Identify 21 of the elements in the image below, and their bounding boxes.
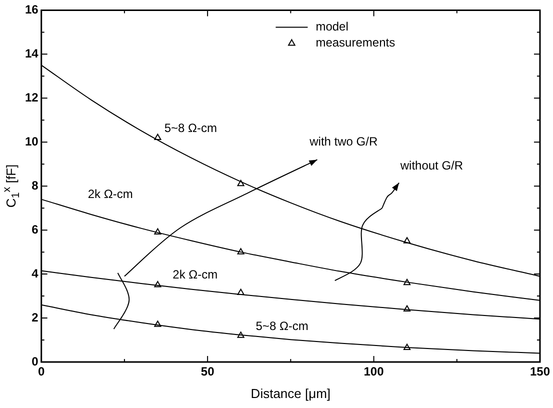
y-tick-label: 12 bbox=[24, 90, 39, 104]
x-axis-title: Distance [μm] bbox=[250, 386, 331, 401]
legend-label: model bbox=[316, 20, 348, 34]
x-tick-label: 150 bbox=[530, 364, 550, 379]
annotation: 2k Ω-cm bbox=[88, 187, 133, 202]
y-tick-label: 0 bbox=[32, 354, 39, 368]
y-tick-label: 14 bbox=[24, 46, 39, 60]
annotation: with two G/R bbox=[308, 134, 378, 148]
annotation: 5~8 Ω-cm bbox=[164, 121, 217, 136]
y-tick-label: 4 bbox=[32, 266, 39, 280]
y-tick-label: 6 bbox=[32, 222, 39, 236]
x-tick-label: 50 bbox=[200, 364, 215, 379]
legend-label: measurements bbox=[316, 36, 396, 50]
y-tick-label: 2 bbox=[32, 310, 39, 324]
annotation: without G/R bbox=[399, 158, 464, 173]
annotation: 2k Ω-cm bbox=[172, 267, 218, 282]
y-tick-label: 10 bbox=[24, 134, 39, 148]
y-tick-label: 16 bbox=[24, 2, 39, 17]
x-tick-label: 100 bbox=[364, 364, 384, 379]
y-tick-label: 8 bbox=[32, 178, 39, 192]
annotation: 5~8 Ω-cm bbox=[256, 319, 308, 334]
